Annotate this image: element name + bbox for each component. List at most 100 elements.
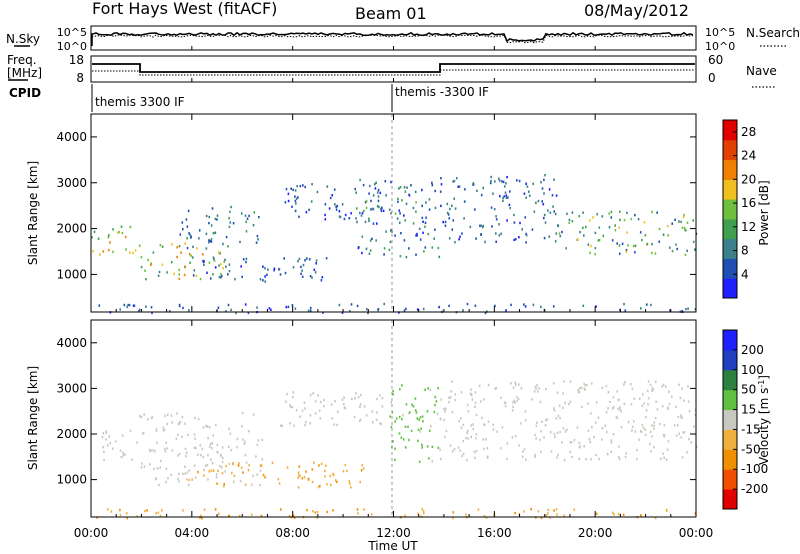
echo-cell [355, 217, 357, 220]
echo-cell [598, 457, 600, 461]
y-tick-label: 1000 [56, 473, 87, 487]
echo-cell [447, 213, 450, 216]
echo-cell [298, 465, 301, 468]
echo-cell [244, 214, 247, 217]
echo-cell [299, 184, 302, 188]
echo-cell [258, 216, 260, 219]
echo-cell [151, 311, 153, 315]
echo-cell [304, 407, 306, 410]
echo-cell [443, 435, 446, 439]
echo-cell [647, 380, 650, 383]
echo-cell [502, 196, 504, 200]
echo-cell [244, 483, 247, 486]
echo-cell [474, 401, 477, 404]
echo-cell [372, 208, 375, 211]
echo-cell [587, 243, 590, 246]
echo-cell [155, 512, 157, 515]
echo-cell [585, 457, 587, 461]
echo-cell [400, 232, 402, 235]
echo-cell [122, 454, 125, 457]
colorbar-segment [723, 278, 737, 299]
echo-cell [625, 249, 628, 252]
echo-cell [490, 175, 492, 179]
echo-cell [304, 259, 306, 262]
echo-cell [370, 199, 372, 203]
echo-cell [206, 425, 209, 428]
echo-cell [487, 383, 490, 387]
echo-cell [513, 213, 515, 217]
echo-cell [149, 463, 151, 466]
echo-cell [523, 192, 526, 195]
echo-cell [582, 226, 584, 230]
echo-cell [294, 189, 297, 192]
echo-cell [301, 409, 304, 412]
echo-cell [446, 202, 449, 206]
echo-cell [625, 250, 628, 254]
echo-cell [549, 211, 552, 214]
y-tick-label: 2000 [56, 427, 87, 441]
echo-cell [675, 434, 678, 437]
echo-cell [358, 419, 361, 423]
echo-cell [668, 390, 670, 393]
echo-cell [454, 241, 456, 244]
echo-cell [188, 232, 190, 235]
echo-cell [504, 405, 507, 408]
echo-cell [434, 395, 437, 399]
echo-cell [551, 194, 554, 197]
echo-cell [184, 242, 186, 245]
echo-cell [237, 464, 240, 467]
echo-cell [293, 516, 296, 520]
echo-cell [408, 194, 411, 197]
echo-cell [557, 224, 560, 228]
echo-cell [316, 516, 318, 519]
echo-cell [512, 386, 515, 389]
echo-cell [593, 436, 595, 439]
echo-cell [556, 391, 559, 394]
echo-cell [558, 404, 561, 407]
echo-cell [208, 469, 211, 473]
echo-cell [484, 311, 487, 315]
echo-cell [210, 224, 213, 227]
echo-cell [215, 473, 218, 476]
echo-cell [558, 232, 561, 235]
colorbar-segment [723, 409, 737, 430]
echo-cell [289, 422, 291, 425]
echo-cell [390, 229, 392, 232]
colorbar-tick-label: 20 [741, 172, 756, 186]
echo-cell [241, 275, 243, 279]
echo-cell [653, 427, 655, 430]
echo-cell [480, 400, 482, 403]
nave-tick-low: 0 [708, 71, 716, 85]
echo-cell [658, 227, 661, 231]
echo-cell [309, 306, 312, 310]
echo-cell [301, 477, 304, 480]
y-tick-label: 4000 [56, 336, 87, 350]
echo-cell [563, 514, 565, 517]
echo-cell [175, 437, 178, 441]
echo-cell [177, 477, 179, 481]
echo-cell [399, 255, 402, 258]
nsearch-series [91, 34, 694, 44]
echo-cell [613, 513, 615, 516]
echo-cell [480, 224, 482, 227]
echo-cell [619, 408, 621, 411]
echo-cell [509, 190, 511, 193]
echo-cell [422, 420, 424, 423]
echo-cell [474, 456, 476, 459]
echo-cell [651, 210, 653, 214]
echo-cell [317, 485, 320, 489]
echo-cell [150, 263, 152, 267]
echo-cell [640, 307, 642, 310]
echo-cell [552, 382, 555, 385]
echo-cell [618, 226, 621, 229]
echo-cell [595, 401, 598, 404]
echo-cell [228, 263, 231, 266]
echo-cell [431, 184, 434, 187]
echo-cell [582, 304, 585, 307]
echo-cell [634, 251, 636, 254]
echo-cell [465, 436, 467, 440]
freq-panel: Freq. [MHz] 18 8 60 0 Nave [7, 53, 777, 88]
echo-cell [304, 185, 306, 189]
echo-cell [485, 438, 487, 441]
echo-cell [443, 418, 445, 422]
